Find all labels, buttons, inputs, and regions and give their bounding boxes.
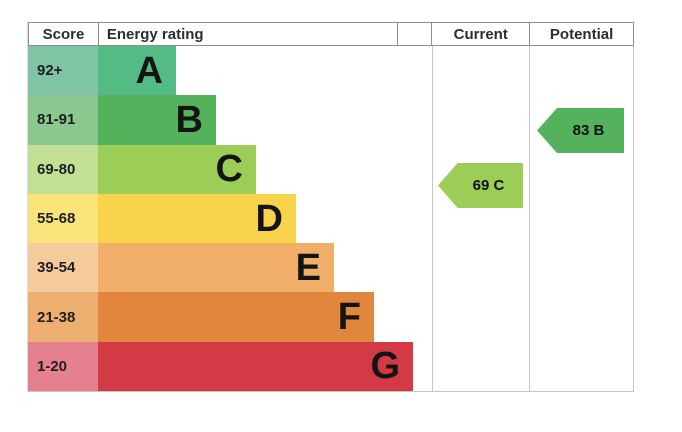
current-column-header: Current [432, 23, 531, 45]
potential-column [530, 22, 634, 391]
current-rating-arrow: 69 C [438, 163, 523, 208]
chart-header-row: Score Energy rating Current Potential [28, 22, 635, 46]
rating-bar-e: E [98, 243, 334, 293]
rating-bar-a: A [98, 46, 176, 96]
spacer-header-cell [398, 23, 433, 45]
rating-bar-c: C [98, 144, 256, 194]
score-range-label: 1-20 [28, 341, 98, 392]
rating-bar-g: G [98, 341, 413, 392]
rating-band-row-g: 1-20 G [28, 341, 413, 392]
score-column-header: Score [29, 23, 99, 45]
potential-column-header: Potential [530, 23, 635, 45]
rating-band-row-d: 55-68 D [28, 193, 413, 244]
score-range-label: 55-68 [28, 193, 98, 244]
rating-band-row-f: 21-38 F [28, 292, 413, 342]
rating-bar-d: D [98, 193, 296, 244]
potential-rating-arrow: 83 B [537, 108, 624, 153]
rating-band-rows: 92+ A 81-91 B 69-80 C 55-68 D 39-54 E 21-38 F 1-20 G [28, 46, 413, 392]
energy-rating-column-header: Energy rating [99, 23, 399, 45]
score-range-label: 39-54 [28, 243, 98, 293]
rating-band-row-a: 92+ A [28, 46, 413, 96]
current-column [432, 22, 530, 391]
rating-bar-f: F [98, 292, 374, 342]
score-range-label: 92+ [28, 46, 98, 96]
score-range-label: 21-38 [28, 292, 98, 342]
epc-rating-chart: Score Energy rating Current Potential 92… [27, 22, 635, 392]
score-range-label: 81-91 [28, 95, 98, 145]
rating-band-row-b: 81-91 B [28, 95, 413, 145]
rating-bar-b: B [98, 95, 216, 145]
score-range-label: 69-80 [28, 144, 98, 194]
rating-band-row-e: 39-54 E [28, 243, 413, 293]
rating-band-row-c: 69-80 C [28, 144, 413, 194]
